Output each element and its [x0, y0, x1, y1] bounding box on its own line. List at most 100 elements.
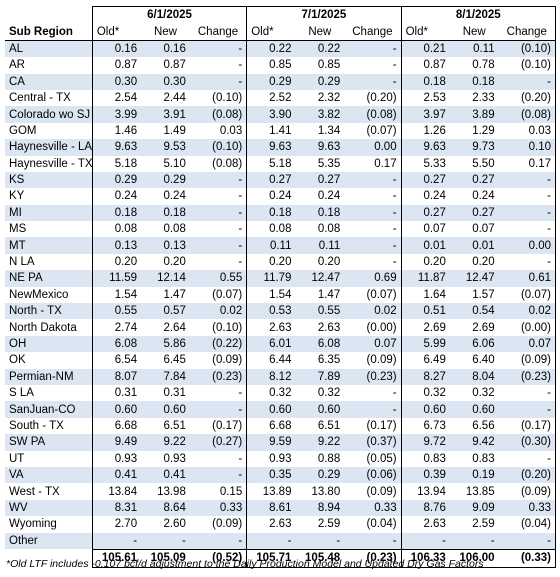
table-row: CA 0.30 0.30-0.29 0.29-0.18 0.18- — [5, 73, 556, 90]
sub-region-name: KS — [5, 171, 93, 189]
new-value: 0.18 — [141, 204, 190, 222]
new-value: 0.31 — [163, 387, 186, 400]
change-value: 0.07 — [498, 335, 556, 353]
change-value: - — [498, 450, 556, 467]
old-value: 0.08 — [246, 221, 296, 238]
old-value: 1.41 — [246, 122, 296, 140]
change-value: - — [189, 466, 247, 484]
table-row: SanJuan-CO 0.60 0.60-0.60 0.60-0.60 0.60- — [5, 401, 556, 418]
table-row: North - TX 0.55 0.57 0.02 0.53 0.55 0.02 0.51 0.… — [5, 303, 556, 320]
change-value: - — [344, 237, 402, 254]
change-value: 0.02 — [344, 303, 402, 320]
new-value: 0.24 — [472, 190, 495, 203]
old-value: 6.54 — [91, 352, 142, 369]
change-value: (0.07) — [366, 288, 397, 301]
new-value: 0.16 — [141, 40, 190, 58]
new-value: 0.29 — [141, 171, 190, 189]
sub-region-name: Other — [5, 532, 93, 550]
change-value: - — [344, 532, 402, 550]
new-value: 13.85 — [465, 485, 495, 498]
table-row: South - TX 6.68 6.51 (0.17) 6.68 6.51 (0.17) 6.… — [5, 417, 556, 435]
table-row: SW PA 9.49 9.22 (0.27) 9.59 9.22 (0.37) 9.72 9.4… — [5, 434, 556, 451]
sub-region-name: SanJuan-CO — [5, 401, 93, 418]
table-row: GOM 1.46 1.49 0.03 1.41 1.34 (0.07) 1.26 1.29 0.0… — [5, 122, 556, 140]
change-value: - — [189, 237, 247, 254]
sub-region-name: West - TX — [9, 485, 60, 498]
old-value: 6.08 — [91, 335, 142, 353]
total-new: 105.48 — [295, 548, 345, 568]
new-value: 0.54 — [449, 303, 499, 320]
change-value: (0.10) — [212, 92, 243, 105]
new-value: 0.85 — [317, 59, 341, 72]
new-value: 8.94 — [295, 499, 345, 517]
new-value: 2.69 — [472, 321, 495, 334]
change-value: 0.02 — [498, 303, 556, 320]
new-value: 0.78 — [472, 59, 495, 72]
change-column-header: Change — [498, 23, 556, 41]
new-value: 0.27 — [449, 171, 499, 189]
new-value: 0.55 — [295, 303, 345, 320]
sub-region-name: SW PA — [5, 434, 93, 451]
new-value: 6.06 — [449, 335, 499, 353]
sub-region-name: Permian-NM — [5, 368, 93, 385]
new-value: 0.11 — [449, 40, 499, 58]
change-value: (0.20) — [498, 89, 556, 107]
sub-region-name: Colorado wo SJ — [5, 106, 93, 123]
change-value: 0.33 — [498, 499, 556, 517]
new-value: 0.60 — [449, 401, 499, 418]
sub-region-name: VA — [5, 466, 93, 484]
old-value: 0.35 — [246, 466, 296, 484]
old-value: 3.99 — [91, 106, 142, 123]
old-value: 6.44 — [246, 352, 296, 369]
new-value: 2.60 — [163, 518, 186, 531]
old-value: 1.64 — [400, 286, 450, 304]
new-value: 13.80 — [311, 485, 341, 498]
change-value: - — [344, 73, 402, 90]
change-value: 0.07 — [344, 335, 402, 353]
new-value: 0.18 — [295, 204, 345, 222]
old-value: - — [91, 532, 142, 550]
table-row: N LA 0.20 0.20-0.20 0.20-0.20 0.20- — [5, 253, 556, 271]
old-value: 0.83 — [400, 450, 450, 467]
old-value: 3.90 — [246, 106, 296, 123]
table-row: Central - TX 2.54 2.44 (0.10) 2.52 2.32 (0.20)… — [5, 89, 556, 107]
change-value: (0.23) — [498, 368, 556, 385]
sub-region-name: North - TX — [5, 303, 93, 320]
old-value: 9.59 — [246, 434, 296, 451]
old-value: 13.94 — [400, 483, 450, 500]
change-value: - — [344, 40, 402, 58]
old-column-header: Old* — [400, 23, 450, 41]
table-row: WV 8.31 8.64 0.33 8.61 8.94 0.33 8.76 9.09 0.33 — [5, 499, 556, 517]
column-header-row: Sub Region Old* New Change Old* New Change Old… — [5, 23, 556, 41]
sub-region-name: OK — [9, 354, 26, 367]
change-value: (0.05) — [366, 452, 397, 465]
table-row: AR 0.87 0.87-0.85 0.85-0.87 0.78 (0.10) — [5, 57, 556, 74]
sub-region-name: S LA — [9, 387, 34, 400]
change-value: (0.07) — [498, 286, 556, 304]
new-value: 0.29 — [295, 73, 345, 90]
old-value: 2.70 — [91, 516, 142, 533]
new-value: 0.88 — [317, 452, 341, 465]
sub-region-production-table: 6/1/2025 7/1/2025 8/1/2025 Sub Region Ol… — [5, 6, 557, 568]
change-value: - — [189, 40, 247, 58]
old-value: 6.68 — [91, 417, 142, 435]
new-value: 6.56 — [472, 419, 495, 432]
new-value: 0.27 — [295, 171, 345, 189]
change-value: - — [238, 256, 243, 269]
change-column-header: Change — [189, 23, 247, 41]
old-value: 9.63 — [400, 139, 450, 156]
change-value: (0.06) — [344, 466, 402, 484]
table-row: S LA 0.31 0.31-0.32 0.32-0.32 0.32- — [5, 384, 556, 402]
old-value: - — [400, 532, 450, 550]
old-value: 6.49 — [400, 352, 450, 369]
new-value: 6.40 — [472, 354, 495, 367]
old-value: 8.31 — [91, 499, 142, 517]
change-value: (0.30) — [498, 434, 556, 451]
sub-region-name: MI — [5, 204, 93, 222]
new-value: 8.64 — [141, 499, 190, 517]
change-value: 0.03 — [498, 122, 556, 140]
table-row: Permian-NM 8.07 7.84 (0.23) 8.12 7.89 (0.23) 8.… — [5, 368, 556, 385]
new-value: 0.87 — [163, 59, 186, 72]
table-row: KY 0.24 0.24-0.24 0.24-0.24 0.24- — [5, 188, 556, 205]
change-value: (0.17) — [212, 419, 243, 432]
